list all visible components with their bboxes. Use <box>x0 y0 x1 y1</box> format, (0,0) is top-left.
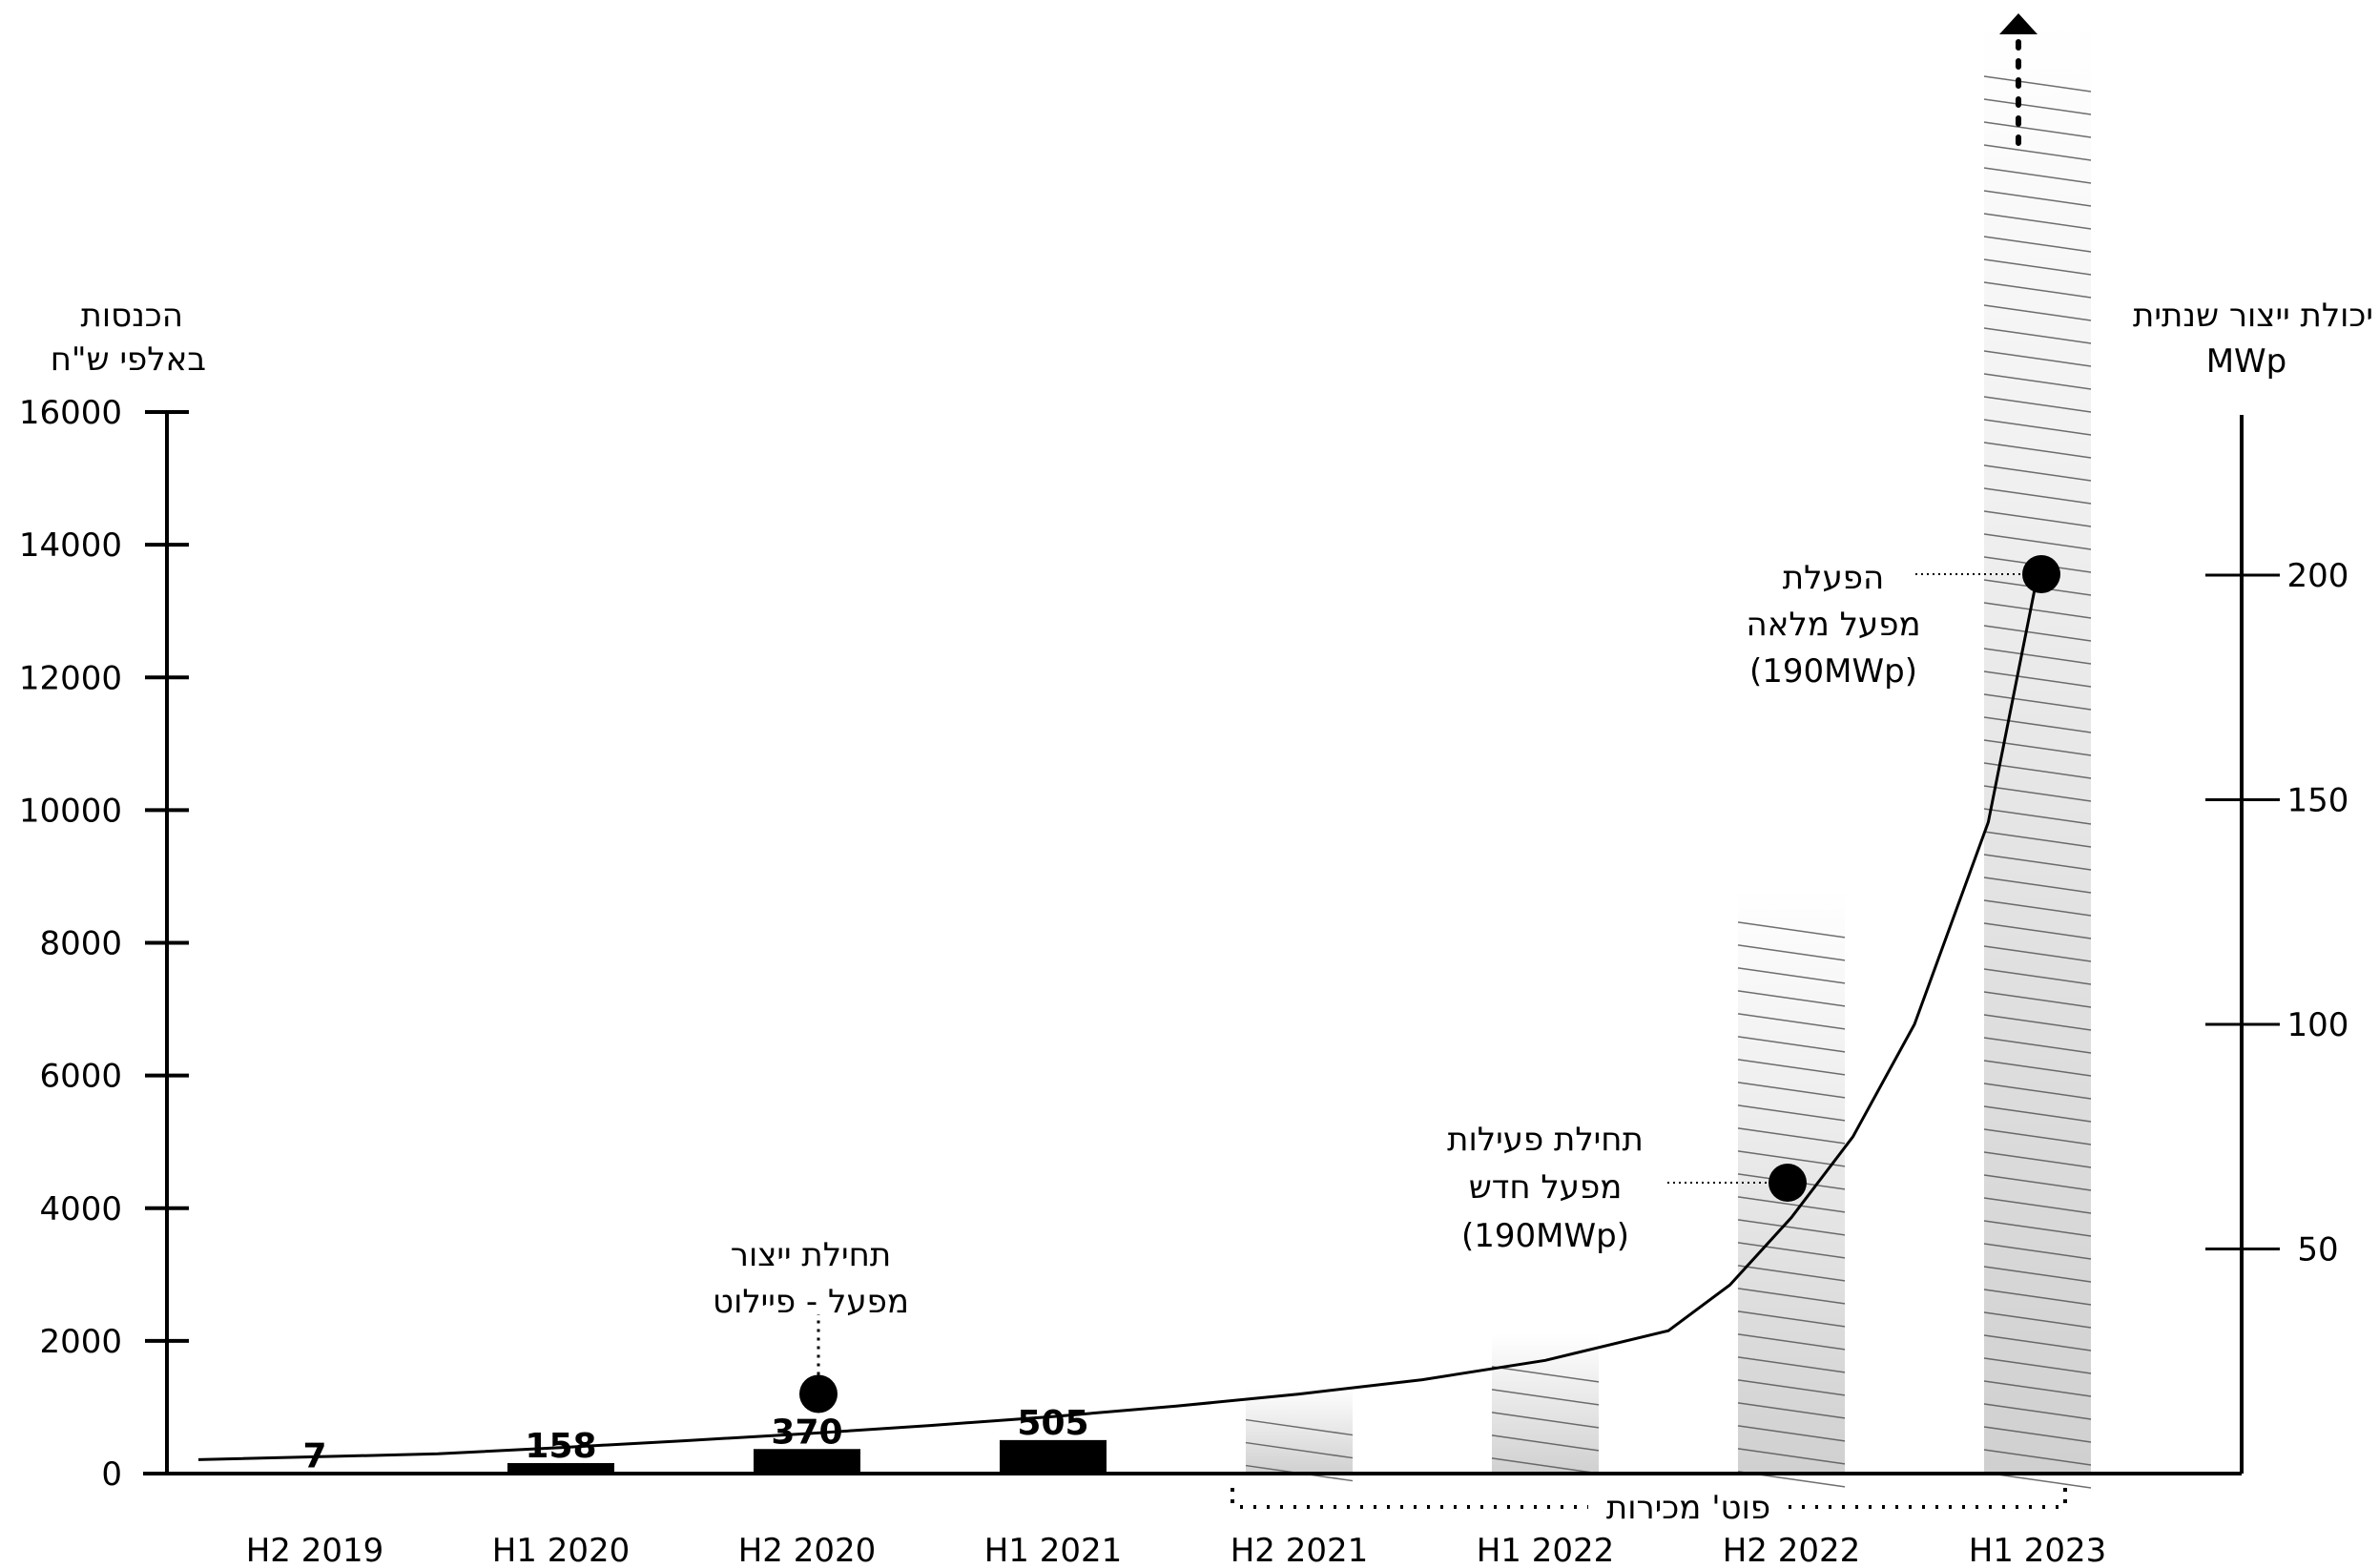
capacity-axis-unit: MWp <box>2206 342 2287 381</box>
revenue-axis: 0 2000 4000 6000 8000 10000 12000 14000 16000 הכ… <box>19 297 206 1494</box>
revenue-value-label: 370 <box>771 1413 842 1452</box>
category-label: H2 2021 <box>1231 1532 1369 1568</box>
revenue-tick-label: 6000 <box>39 1058 122 1096</box>
revenue-axis-unit: באלפי ש"ח <box>51 340 206 379</box>
milestone-label-line1: תחילת פעילות <box>1447 1121 1644 1159</box>
sales-potential-bar <box>1245 1387 1354 1482</box>
revenue-value-label: 7 <box>302 1437 326 1476</box>
revenue-tick-label: 8000 <box>39 925 122 963</box>
category-label: H2 2020 <box>738 1532 877 1568</box>
milestone-label-line3: (190MWp) <box>1749 652 1917 691</box>
sales-potential-bar <box>1491 1333 1600 1475</box>
revenue-axis-title: הכנסות <box>81 297 183 335</box>
milestone-full-operation: הפעלת מפעל מלאה (190MWp) <box>1746 555 2060 691</box>
revenue-bar <box>1000 1439 1107 1474</box>
category-labels: H2 2019 H1 2020 H2 2020 H1 2021 H2 2021 H1 20… <box>246 1532 2107 1568</box>
milestone-label-line2: מפעל מלאה <box>1746 606 1920 644</box>
revenue-value-label: 158 <box>525 1427 596 1466</box>
milestone-label-line3: (190MWp) <box>1461 1217 1629 1255</box>
sales-potential-bracket: פוט' מכירות <box>1231 1488 2067 1527</box>
category-label: H1 2023 <box>1969 1532 2107 1568</box>
sales-potential-label: פוט' מכירות <box>1606 1489 1770 1527</box>
revenue-bar <box>507 1463 614 1474</box>
capacity-axis: 50 100 150 200 יכולת ייצור שנתית MWp <box>2133 297 2373 1474</box>
category-label: H1 2021 <box>984 1532 1123 1568</box>
sales-potential-bars <box>1245 21 2092 1489</box>
capacity-tick-label: 100 <box>2287 1006 2349 1044</box>
capacity-axis-title: יכולת ייצור שנתית <box>2133 297 2373 335</box>
milestone-marker <box>1769 1164 1807 1202</box>
revenue-value-label: 505 <box>1017 1404 1088 1443</box>
milestone-label-line1: הפעלת <box>1783 559 1884 597</box>
revenue-value-labels: 7 158 370 505 <box>302 1404 1088 1476</box>
capacity-tick-label: 150 <box>2287 782 2349 820</box>
capacity-curve <box>197 574 2039 1461</box>
milestone-label-line2: מפעל - פיילוט <box>713 1283 909 1321</box>
milestone-marker <box>2022 555 2060 593</box>
revenue-tick-label: 2000 <box>39 1323 122 1361</box>
revenue-bar <box>754 1449 860 1474</box>
milestone-new-plant: תחילת פעילות מפעל חדש (190MWp) <box>1447 1121 1807 1255</box>
revenue-tick-label: 14000 <box>19 526 122 565</box>
milestone-marker <box>799 1374 838 1413</box>
capacity-tick-label: 50 <box>2297 1231 2338 1269</box>
revenue-tick-label: 10000 <box>19 792 122 830</box>
revenue-tick-label: 12000 <box>19 659 122 697</box>
milestone-label-line1: תחילת ייצור <box>731 1236 891 1274</box>
revenue-bars <box>261 1439 1107 1475</box>
category-label: H2 2019 <box>246 1532 384 1568</box>
milestones: תחילת ייצור מפעל - פיילוט תחילת פעילות מפעל… <box>713 555 2060 1413</box>
category-label: H1 2022 <box>1477 1532 1615 1568</box>
capacity-tick-label: 200 <box>2287 557 2349 595</box>
revenue-tick-label: 4000 <box>39 1190 122 1228</box>
sales-potential-bar <box>1983 21 2092 1489</box>
open-ended-arrow <box>1999 13 2038 146</box>
revenue-tick-label: 0 <box>101 1455 122 1494</box>
milestone-label-line2: מפעל חדש <box>1469 1168 1623 1207</box>
category-label: H1 2020 <box>492 1532 631 1568</box>
category-label: H2 2022 <box>1723 1532 1861 1568</box>
revenue-tick-label: 16000 <box>19 394 122 432</box>
milestone-pilot: תחילת ייצור מפעל - פיילוט <box>713 1236 909 1413</box>
